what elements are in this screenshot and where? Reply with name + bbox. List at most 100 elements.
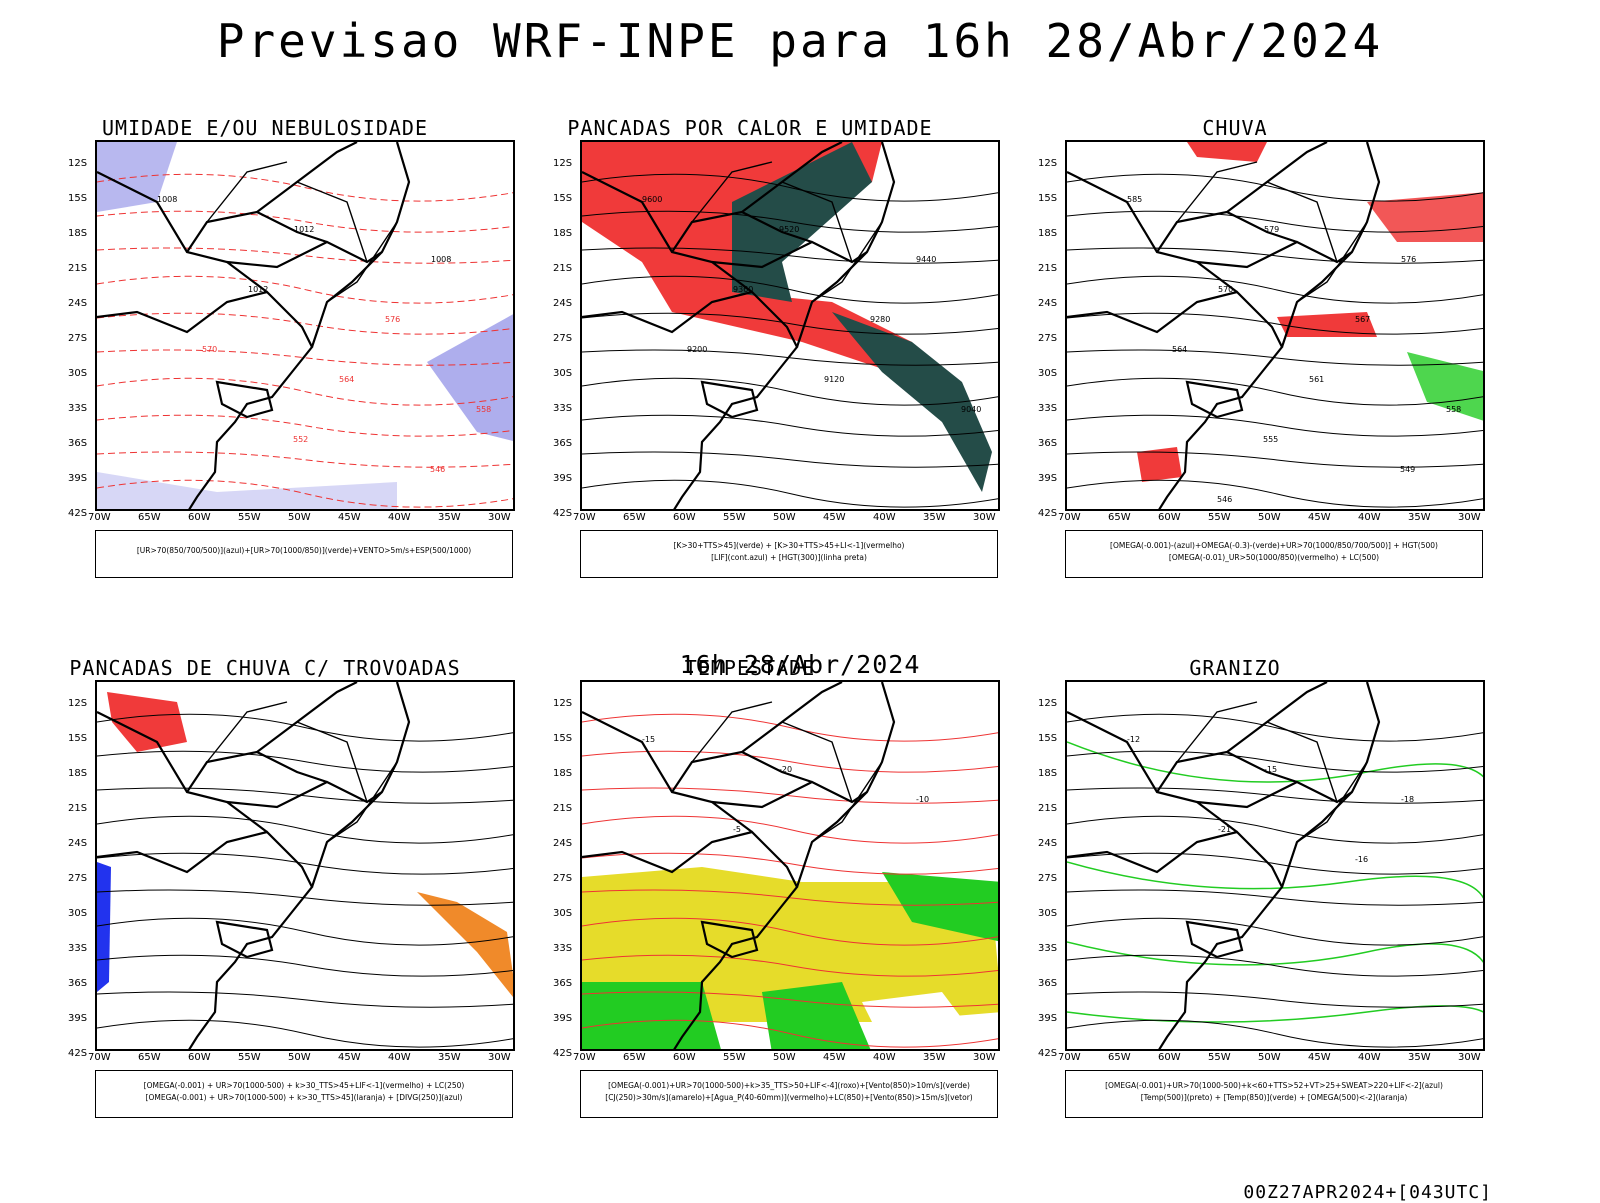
contour-label: 570 [202,345,217,354]
lon-tick-label: 55W [238,512,261,523]
lon-tick-label: 35W [1408,1052,1431,1063]
state-line [781,721,853,803]
lon-tick-label: 70W [1058,1052,1081,1063]
lon-tick-label: 70W [88,512,111,523]
uruguay-outline [700,920,759,959]
panel-title: GRANIZO [1189,656,1281,680]
map-panel: PANCADAS DE CHUVA C/ TROVOADAS 12S 15S 18S 2… [50,650,515,1125]
legend-line: [UR>70(850/700/500)](azul)+[UR>70(1000/8… [136,546,472,555]
lon-tick-label: 35W [1408,512,1431,523]
map-panel: TEMPESTADE -15 -20 -10 -5 12S 15S 18S 21S 24S 27S 3… [535,650,1000,1125]
field-shading [862,992,972,1042]
contour-line [1067,451,1483,468]
state-line [811,761,883,843]
contour-label: 9120 [824,375,844,384]
lon-tick-label: 65W [138,512,161,523]
lat-tick-label: 33S [1038,943,1058,954]
lat-tick-label: 33S [1038,403,1058,414]
lat-tick-label: 18S [1038,768,1058,779]
lat-tick-label: 42S [1038,1048,1058,1059]
contour-line [582,312,998,335]
lat-tick-label: 36S [553,978,573,989]
contour-line [1067,312,1483,335]
border-line [186,682,358,793]
contour-line [97,991,513,1008]
field-shading [832,312,992,492]
lat-tick-label: 24S [553,838,573,849]
map-panel: CHUVA 585 579 576 570 567 564 561 558 555 549 546 12… [1020,110,1485,585]
contour-line [1067,787,1483,804]
lat-tick-label: 21S [1038,263,1058,274]
lat-tick-label: 21S [1038,803,1058,814]
contour-label: 558 [476,405,491,414]
lon-tick-label: 60W [1158,1052,1181,1063]
state-line [1296,221,1368,303]
lat-tick-label: 39S [553,1013,573,1024]
contour-label: -16 [1355,855,1368,864]
lon-tick-label: 55W [238,1052,261,1063]
contour-line [582,991,998,1008]
lon-tick-label: 70W [573,1052,596,1063]
field-shading [1067,941,1483,966]
lon-tick-label: 60W [188,512,211,523]
lon-tick-label: 45W [338,1052,361,1063]
lon-tick-label: 40W [388,1052,411,1063]
lon-tick-label: 60W [1158,512,1181,523]
lon-tick-label: 35W [923,512,946,523]
field-shading [417,892,513,997]
lat-tick-label: 24S [1038,298,1058,309]
contour-line [97,210,513,233]
lat-tick-label: 42S [68,1048,88,1059]
contour-label: 555 [1263,435,1278,444]
map-graphic: 585 579 576 570 567 564 561 558 555 549 546 [1067,142,1483,509]
border-line [671,682,843,793]
map-area: -15 -20 -10 -5 [580,680,1000,1051]
lat-tick-label: 24S [68,838,88,849]
lon-tick-label: 45W [338,512,361,523]
lon-tick-label: 50W [773,1052,796,1063]
lon-tick-label: 45W [1308,1052,1331,1063]
uruguay-outline [215,920,274,959]
contour-line [97,787,513,804]
field-shading [1407,352,1483,421]
contour-line [97,173,513,202]
lat-tick-label: 42S [68,508,88,519]
state-line [1266,181,1338,263]
legend-line: [K>30+TTS>45](verde) + [K>30+TTS>45+LI<-… [673,541,905,550]
contour-line [1067,852,1483,875]
contour-line [97,312,513,335]
border-line [226,780,383,809]
contour-line [1067,247,1483,264]
field-shading [732,142,872,302]
lon-tick-label: 35W [438,512,461,523]
lat-tick-label: 15S [68,193,88,204]
legend-line: [OMEGA(-0.001)-(azul)+OMEGA(-0.3)-(verde… [1110,541,1438,550]
lat-tick-label: 27S [1038,333,1058,344]
page-subtitle: 16h 28/Abr/2024 [679,650,921,679]
field-shading [582,142,912,372]
legend-line: [Temp(500)](preto) + [Temp(850)](verde) … [1140,1093,1408,1102]
lat-tick-label: 36S [1038,438,1058,449]
lon-tick-label: 55W [723,512,746,523]
contour-line [582,173,998,202]
contour-label: 561 [1309,375,1324,384]
contour-line [582,852,998,875]
contour-label: 576 [1401,255,1416,264]
contour-label: 1012 [248,285,268,294]
lon-tick-label: 55W [723,1052,746,1063]
lat-tick-label: 42S [1038,508,1058,519]
contour-line [97,889,513,906]
lon-tick-label: 55W [1208,1052,1231,1063]
lat-tick-label: 36S [68,978,88,989]
map-area [95,680,515,1051]
lat-tick-label: 18S [68,768,88,779]
lon-tick-label: 40W [873,1052,896,1063]
contour-label: 9440 [916,255,936,264]
field-shading [107,692,187,752]
map-panel: PANCADAS POR CALOR E UMIDADE 9600 9520 9440… [535,110,1000,585]
state-line [1296,761,1368,843]
field-shading [97,472,397,509]
lat-tick-label: 21S [68,263,88,274]
border-line [256,751,328,784]
panel-title: PANCADAS DE CHUVA C/ TROVOADAS [69,656,461,680]
